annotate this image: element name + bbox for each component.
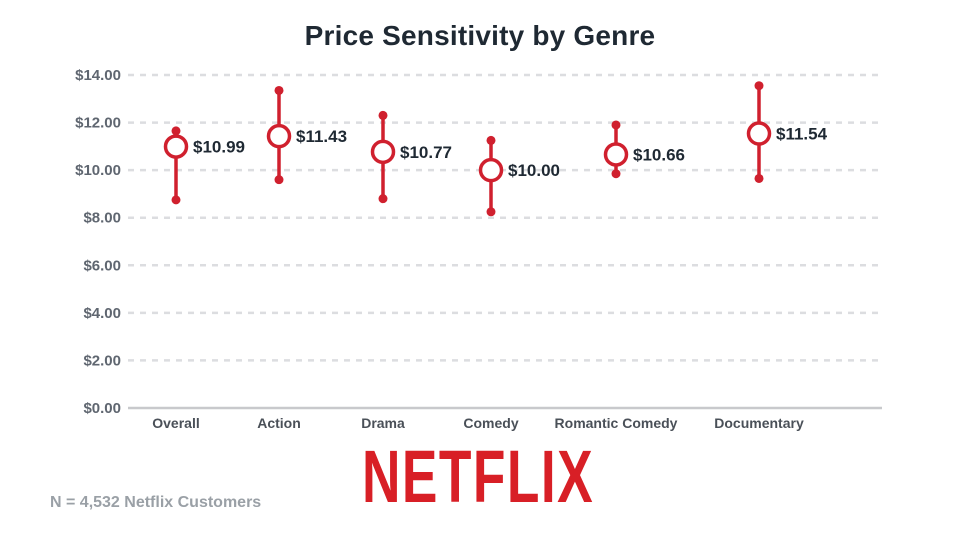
data-label: $10.66 — [633, 145, 685, 164]
sample-size-footnote: N = 4,532 Netflix Customers — [50, 494, 262, 511]
grid-layer — [128, 73, 882, 362]
data-label: $11.43 — [296, 127, 347, 146]
x-tick-label: Action — [257, 415, 301, 431]
y-tick-label: $2.00 — [83, 352, 121, 369]
range-high-dot — [486, 135, 496, 145]
range-high-dot — [378, 110, 388, 120]
range-low-dot — [171, 195, 181, 205]
range-high-dot — [274, 85, 284, 95]
y-tick-label: $6.00 — [83, 257, 121, 274]
chart-title: Price Sensitivity by Genre — [304, 20, 656, 51]
y-tick-label: $4.00 — [83, 305, 121, 322]
value-marker — [603, 142, 629, 167]
range-low-dot — [274, 175, 284, 185]
value-marker — [163, 134, 189, 159]
range-low-dot — [378, 194, 388, 204]
value-marker — [746, 121, 772, 146]
data-label: $10.99 — [193, 138, 245, 157]
data-label: $11.54 — [776, 125, 828, 144]
axis-layer: $0.00 $2.00 $4.00 $6.00 $8.00 $10.00 $12.00 $14… — [75, 67, 882, 431]
marks-layer: $10.99 $11.43 $10.77 $10.00 $10.66 $11.54 — [163, 81, 828, 217]
range-low-dot — [486, 207, 496, 217]
range-low-dot — [754, 173, 764, 183]
value-marker — [478, 157, 504, 183]
x-tick-label: Documentary — [714, 415, 804, 431]
y-tick-label: $14.00 — [75, 67, 121, 84]
y-tick-label: $8.00 — [83, 210, 121, 227]
range-high-dot — [171, 126, 181, 136]
x-tick-label: Drama — [361, 415, 405, 431]
range-high-dot — [754, 81, 764, 91]
y-tick-label: $0.00 — [83, 400, 121, 417]
y-tick-label: $12.00 — [75, 115, 121, 132]
y-tick-label: $10.00 — [75, 162, 121, 179]
data-label: $10.77 — [400, 143, 452, 162]
range-low-dot — [611, 169, 621, 179]
range-high-dot — [611, 120, 621, 130]
x-tick-label: Overall — [152, 415, 199, 431]
value-marker — [370, 139, 396, 165]
netflix-logo: NETFLIX — [362, 435, 595, 518]
x-tick-label: Romantic Comedy — [555, 415, 678, 431]
data-label: $10.00 — [508, 161, 560, 180]
value-marker — [266, 123, 292, 149]
x-tick-label: Comedy — [463, 415, 518, 431]
